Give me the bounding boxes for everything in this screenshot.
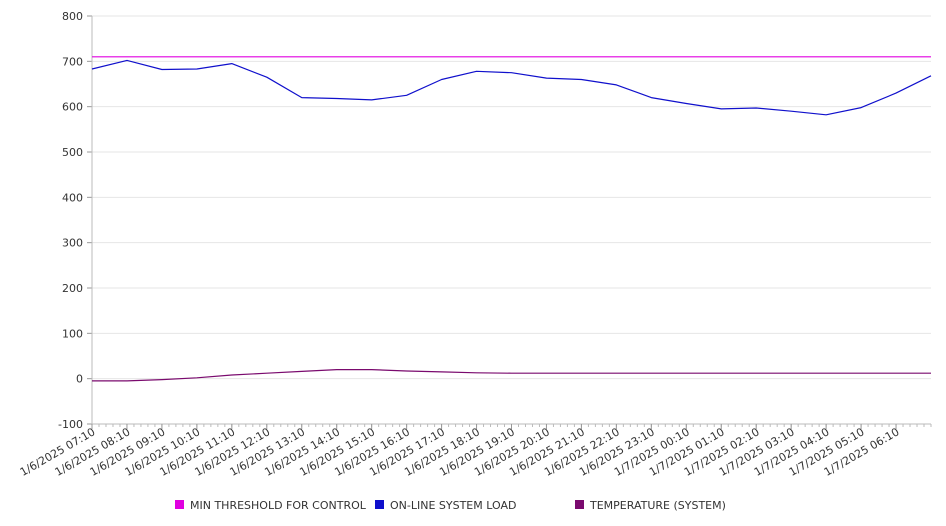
series-line-on-line-system-load — [91, 59, 932, 116]
y-tick-label: 700 — [62, 55, 83, 68]
y-tick-label: 600 — [62, 101, 83, 114]
legend-swatch — [575, 500, 584, 509]
x-axis-tick-labels: 1/6/2025 07:101/6/2025 08:101/6/2025 09:… — [18, 425, 902, 479]
y-tick-label: 300 — [62, 237, 83, 250]
gridlines — [92, 15, 931, 425]
y-tick-label: 0 — [76, 373, 83, 386]
legend: MIN THRESHOLD FOR CONTROL ON-LINE SYSTEM … — [175, 499, 726, 512]
y-tick-label: 400 — [62, 191, 83, 204]
axes — [87, 15, 932, 429]
y-tick-label: 200 — [62, 282, 83, 295]
legend-swatch — [375, 500, 384, 509]
series-lines — [91, 56, 932, 382]
series-line-temperature-system — [92, 369, 931, 382]
y-tick-label: -100 — [58, 418, 83, 431]
y-tick-label: 500 — [62, 146, 83, 159]
legend-label: MIN THRESHOLD FOR CONTROL — [190, 499, 367, 512]
legend-swatch — [175, 500, 184, 509]
y-tick-label: 100 — [62, 327, 83, 340]
y-tick-label: 800 — [62, 10, 83, 23]
y-axis-tick-labels: -100 0 100 200 300 400 500 600 700 800 — [58, 10, 83, 431]
legend-label: TEMPERATURE (SYSTEM) — [589, 499, 726, 512]
legend-label: ON-LINE SYSTEM LOAD — [390, 499, 516, 512]
